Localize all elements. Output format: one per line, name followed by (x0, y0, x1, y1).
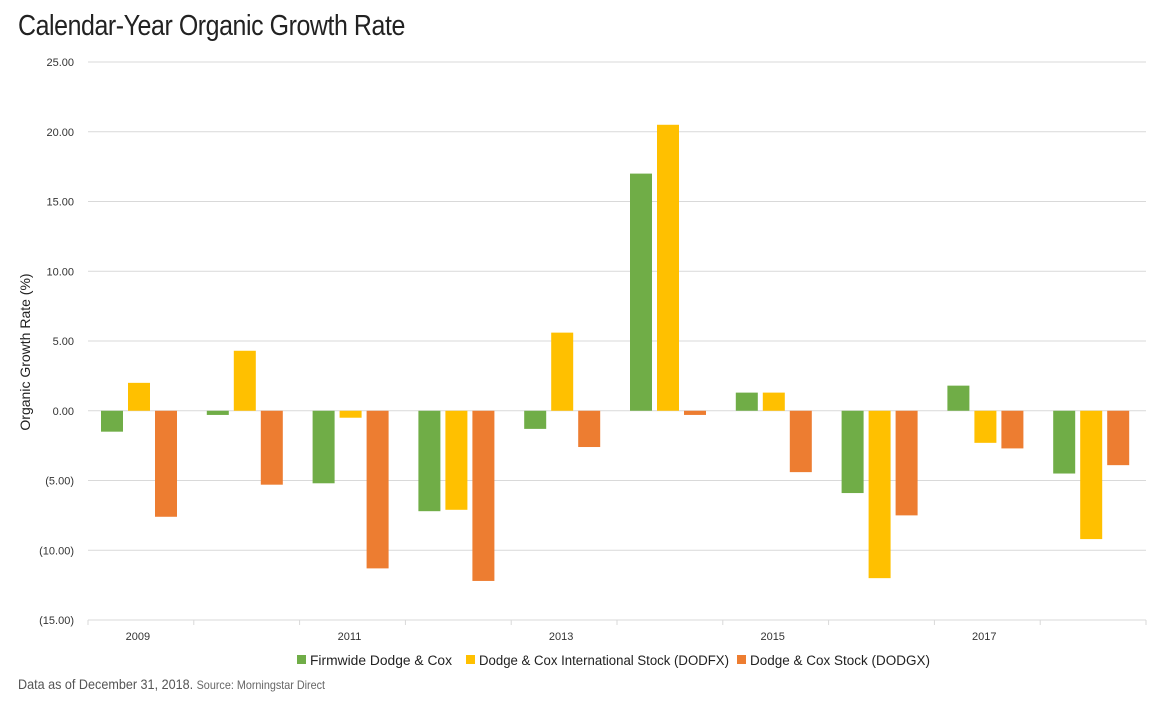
x-axis-tick-labels: 2009 2011 2013 2015 2017 (126, 631, 997, 643)
source-note: Source: Morningstar Direct (196, 678, 326, 692)
bar-2011-series-3 (366, 410, 389, 569)
x-axis (87, 619, 1147, 625)
bar-2010-series-1 (206, 410, 229, 415)
y-tick-label: 20.00 (46, 127, 74, 139)
bar-2012-series-2 (445, 410, 468, 510)
legend-label: Dodge & Cox International Stock (DODFX) (479, 653, 729, 668)
bar-2012-series-1 (418, 410, 441, 512)
data-date-note: Data as of December 31, 2018. (18, 676, 194, 692)
legend-label: Dodge & Cox Stock (DODGX) (750, 653, 930, 668)
bars (101, 124, 1130, 581)
y-tick-label: 5.00 (53, 336, 74, 348)
legend-label: Firmwide Dodge & Cox (310, 653, 452, 668)
x-tick-label: 2013 (549, 631, 573, 643)
legend-swatch (297, 655, 306, 664)
bar-2014-series-3 (684, 410, 706, 415)
bar-2016-series-1 (841, 410, 864, 494)
y-axis-tick-labels: 25.00 20.00 15.00 10.00 5.00 0.00 (5.00) (10.00… (39, 57, 74, 627)
chart-title: Calendar-Year Organic Growth Rate (18, 10, 405, 42)
legend-swatch (466, 655, 475, 664)
bar-2009-series-3 (155, 410, 177, 517)
x-tick-label: 2017 (972, 631, 996, 643)
x-tick-label: 2015 (760, 631, 784, 643)
legend: Firmwide Dodge & Cox Dodge & Cox Internat… (297, 653, 930, 668)
legend-swatch (737, 655, 746, 664)
bar-2009-series-2 (128, 382, 150, 411)
bar-2015-series-1 (735, 392, 758, 411)
y-tick-label: (5.00) (45, 476, 74, 488)
bar-2015-series-2 (762, 392, 785, 411)
footer: Data as of December 31, 2018. Source: Mo… (18, 676, 325, 692)
bar-2013-series-3 (578, 410, 601, 448)
bar-2018-series-2 (1080, 410, 1103, 540)
bar-2011-series-2 (339, 410, 362, 418)
y-tick-label: (15.00) (39, 615, 74, 627)
bar-2017-series-1 (947, 385, 970, 411)
y-tick-label: (10.00) (39, 545, 74, 557)
bar-2010-series-2 (233, 350, 256, 411)
bar-2018-series-1 (1053, 410, 1076, 474)
bar-2013-series-1 (524, 410, 547, 429)
bar-2012-series-3 (472, 410, 495, 581)
x-tick-label: 2011 (338, 631, 362, 643)
y-tick-label: 0.00 (53, 406, 74, 418)
bar-2014-series-1 (630, 173, 652, 411)
bar-2017-series-2 (974, 410, 997, 443)
bar-2014-series-2 (657, 124, 679, 411)
gridlines (88, 61, 1146, 621)
y-axis-label: Organic Growth Rate (%) (17, 273, 33, 430)
bar-2016-series-3 (895, 410, 918, 516)
bar-2016-series-2 (868, 410, 891, 579)
y-tick-label: 15.00 (46, 197, 74, 209)
bar-2010-series-3 (260, 410, 283, 485)
bar-2009-series-1 (101, 410, 123, 432)
bar-2013-series-2 (551, 332, 574, 411)
legend-item: Firmwide Dodge & Cox (297, 653, 452, 668)
y-tick-label: 25.00 (46, 57, 74, 69)
bar-2011-series-1 (312, 410, 335, 484)
bar-2015-series-3 (789, 410, 812, 473)
x-tick-label: 2009 (126, 631, 150, 643)
bar-2018-series-3 (1107, 410, 1130, 466)
y-tick-label: 10.00 (46, 266, 74, 278)
bar-2017-series-3 (1001, 410, 1024, 449)
legend-item: Dodge & Cox International Stock (DODFX) (466, 653, 729, 668)
legend-item: Dodge & Cox Stock (DODGX) (737, 653, 930, 668)
